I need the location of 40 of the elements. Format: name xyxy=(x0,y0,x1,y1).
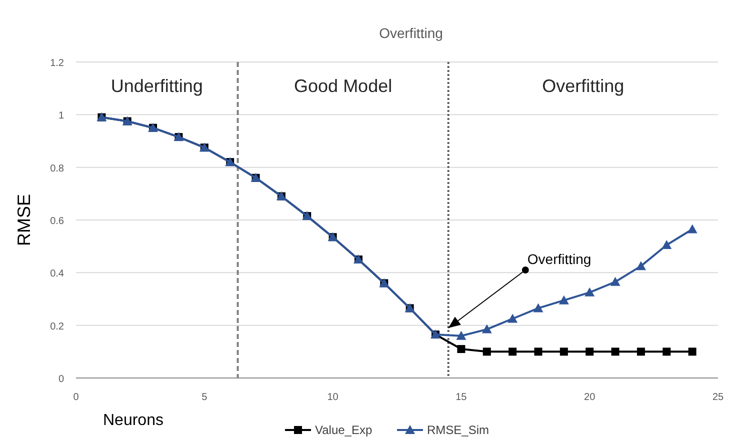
point xyxy=(558,295,569,304)
y-tick-label: 0.4 xyxy=(50,268,64,280)
x-tick-label: 10 xyxy=(327,392,339,403)
y-tick-label: 0 xyxy=(58,374,64,385)
y-axis-title: RMSE xyxy=(14,194,34,246)
point xyxy=(610,276,620,286)
x-tick-label: 15 xyxy=(456,392,468,403)
point xyxy=(688,348,696,356)
point xyxy=(636,348,645,356)
point xyxy=(687,224,698,234)
point xyxy=(457,345,466,354)
y-tick-label: 1.2 xyxy=(50,58,64,69)
point xyxy=(456,330,466,340)
point xyxy=(584,287,595,296)
point xyxy=(611,348,620,356)
x-tick-label: 5 xyxy=(202,392,208,403)
annotation: Good Model xyxy=(294,76,392,96)
chart-title: Overfitting xyxy=(379,25,443,41)
point xyxy=(586,348,594,356)
legend-label: Value_Exp xyxy=(315,423,372,437)
annotation: Underfitting xyxy=(110,76,203,96)
point xyxy=(482,348,491,356)
y-tick-label: 0.2 xyxy=(50,321,64,332)
x-tick-label: 0 xyxy=(73,392,80,403)
point xyxy=(534,348,542,356)
legend-label: RMSE_Sim xyxy=(427,423,490,437)
point xyxy=(533,303,544,312)
annotation: Overfitting xyxy=(542,76,624,96)
annotation: Overfitting xyxy=(527,251,592,268)
point xyxy=(560,348,568,356)
point xyxy=(508,348,517,356)
y-tick-label: 0.6 xyxy=(50,216,64,227)
x-axis-title: Neurons xyxy=(103,412,164,429)
point xyxy=(636,261,646,270)
y-tick-label: 0.8 xyxy=(50,163,64,174)
x-tick-label: 25 xyxy=(712,392,724,403)
point xyxy=(662,240,672,250)
point xyxy=(662,348,671,356)
y-tick-label: 1 xyxy=(58,110,64,122)
x-tick-label: 20 xyxy=(584,392,596,403)
